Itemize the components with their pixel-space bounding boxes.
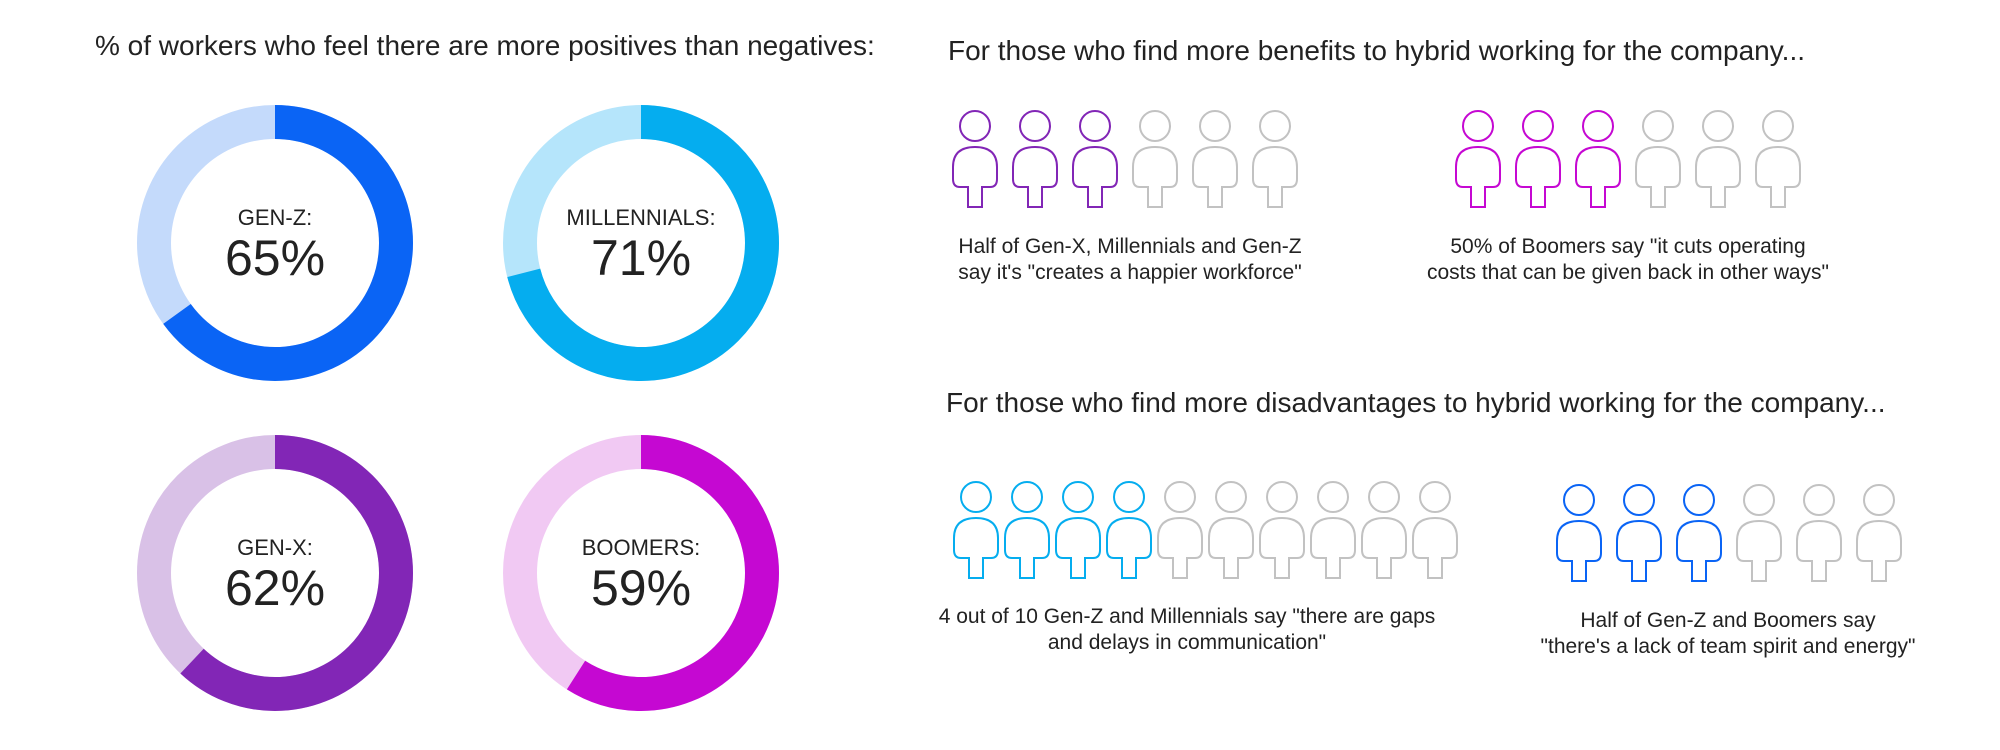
person-icon [953, 481, 999, 579]
disadvantages-group-1: 4 out of 10 Gen-Z and Millennials say "t… [939, 481, 1458, 654]
person-icon [1515, 110, 1561, 208]
donut-value-label: 62% [225, 560, 325, 616]
person-icon [1252, 110, 1298, 208]
person-icon [1072, 110, 1118, 208]
caption-line: costs that can be given back in other wa… [1427, 261, 1829, 284]
donut-charts: GEN-Z:65% MILLENNIALS:71% GEN-X:62% BOOMERS… [137, 105, 779, 711]
person-icon [1455, 110, 1501, 208]
donut-3: GEN-X:62% [137, 435, 413, 711]
person-icon [1575, 110, 1621, 208]
person-icon [1412, 481, 1458, 579]
person-icon [1676, 484, 1722, 582]
caption-line: say it's "creates a happier workforce" [958, 261, 1301, 284]
donut-1: GEN-Z:65% [137, 105, 413, 381]
person-icon [1259, 481, 1305, 579]
person-icon [1695, 110, 1741, 208]
person-icon [1616, 484, 1662, 582]
person-icon [1736, 484, 1782, 582]
person-icon [1310, 481, 1356, 579]
donut-value-arc [137, 105, 413, 381]
benefits-title: For those who find more benefits to hybr… [948, 35, 1805, 66]
donut-category-label: GEN-Z: [238, 205, 313, 230]
person-icon [1361, 481, 1407, 579]
donut-category-label: BOOMERS: [582, 535, 701, 560]
donut-value-label: 71% [591, 230, 691, 286]
person-icon [1192, 110, 1238, 208]
benefits-group-1: Half of Gen-X, Millennials and Gen-Z say … [952, 110, 1302, 284]
person-icon [1755, 110, 1801, 208]
person-icon [1004, 481, 1050, 579]
person-icon [1012, 110, 1058, 208]
caption-line: Half of Gen-X, Millennials and Gen-Z [958, 235, 1301, 258]
person-icon [1856, 484, 1902, 582]
person-icon [1635, 110, 1681, 208]
person-icon [1208, 481, 1254, 579]
caption-line: Half of Gen-Z and Boomers say [1580, 609, 1876, 632]
person-icon [1556, 484, 1602, 582]
person-icon [1157, 481, 1203, 579]
person-icon [1796, 484, 1842, 582]
caption-line: 50% of Boomers say "it cuts operating [1450, 235, 1805, 258]
donut-value-arc [503, 105, 779, 381]
benefits-group-2: 50% of Boomers say "it cuts operating cos… [1427, 110, 1829, 284]
donut-value-label: 59% [591, 560, 691, 616]
disadvantages-section: 4 out of 10 Gen-Z and Millennials say "t… [939, 481, 1916, 658]
person-icon [1106, 481, 1152, 579]
donut-category-label: MILLENNIALS: [566, 205, 715, 230]
donut-4: BOOMERS:59% [503, 435, 779, 711]
disadvantages-group-2: Half of Gen-Z and Boomers say "there's a … [1541, 484, 1916, 658]
donut-category-label: GEN-X: [237, 535, 313, 560]
benefits-section: Half of Gen-X, Millennials and Gen-Z say … [952, 110, 1829, 284]
donut-value-label: 65% [225, 230, 325, 286]
person-icon [1132, 110, 1178, 208]
donut-value-arc [503, 435, 779, 711]
caption-line: "there's a lack of team spirit and energ… [1541, 635, 1916, 658]
donut-value-arc [137, 435, 413, 711]
left-title: % of workers who feel there are more pos… [95, 30, 875, 61]
caption-line: 4 out of 10 Gen-Z and Millennials say "t… [939, 605, 1436, 628]
person-icon [952, 110, 998, 208]
person-icon [1055, 481, 1101, 579]
disadvantages-title: For those who find more disadvantages to… [946, 387, 1886, 418]
caption-line: and delays in communication" [1048, 631, 1326, 654]
donut-2: MILLENNIALS:71% [503, 105, 779, 381]
